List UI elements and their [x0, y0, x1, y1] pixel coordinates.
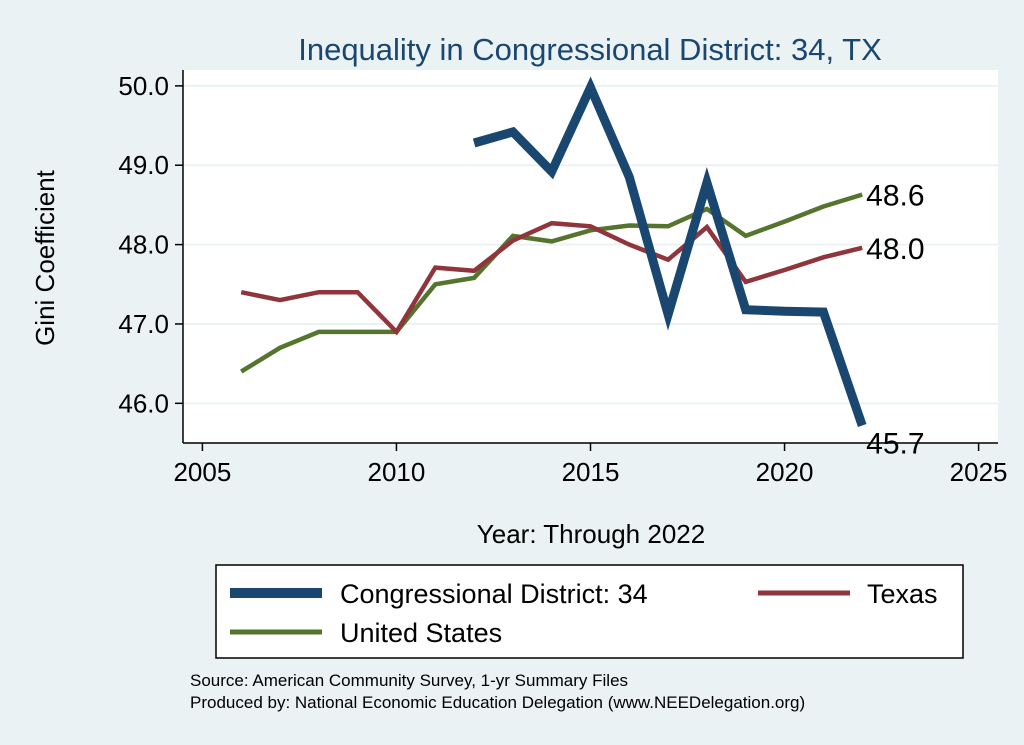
end-label-texas: 48.0 — [866, 233, 924, 266]
end-label-district: 45.7 — [866, 428, 924, 461]
y-tick-label: 48.0 — [118, 230, 169, 260]
series-lines — [240, 76, 867, 427]
series-line-united-states — [240, 192, 863, 374]
x-tick-label: 2020 — [756, 457, 814, 487]
legend: Congressional District: 34 Texas United … — [215, 564, 964, 659]
y-tick-label: 49.0 — [118, 150, 169, 180]
y-tick-label: 50.0 — [118, 71, 169, 101]
legend-label-texas: Texas — [867, 579, 938, 609]
source-note: Source: American Community Survey, 1-yr … — [190, 671, 628, 690]
y-tick-label: 46.0 — [118, 388, 169, 418]
gridlines — [183, 84, 998, 405]
legend-label-district: Congressional District: 34 — [340, 579, 648, 609]
x-tick-label: 2025 — [950, 457, 1008, 487]
y-axis-title: Gini Coefficient — [30, 169, 60, 346]
series-line-texas — [240, 220, 863, 336]
x-axis-title: Year: Through 2022 — [477, 519, 705, 549]
axes: 46.0 47.0 48.0 49.0 50.0 2005 2010 2015 2020 2025 — [118, 70, 1008, 487]
producer-note: Produced by: National Economic Education… — [190, 693, 805, 712]
y-tick-label: 47.0 — [118, 309, 169, 339]
x-tick-label: 2015 — [562, 457, 620, 487]
end-label-united-states: 48.6 — [866, 180, 924, 213]
x-tick-label: 2010 — [368, 457, 426, 487]
series-line-district — [472, 76, 867, 427]
end-labels: 45.7 48.0 48.6 — [866, 180, 924, 461]
legend-label-united-states: United States — [340, 618, 502, 648]
chart-title: Inequality in Congressional District: 34… — [298, 32, 882, 67]
plot-area — [183, 70, 998, 443]
x-tick-label: 2005 — [173, 457, 231, 487]
legend-box — [215, 564, 964, 659]
